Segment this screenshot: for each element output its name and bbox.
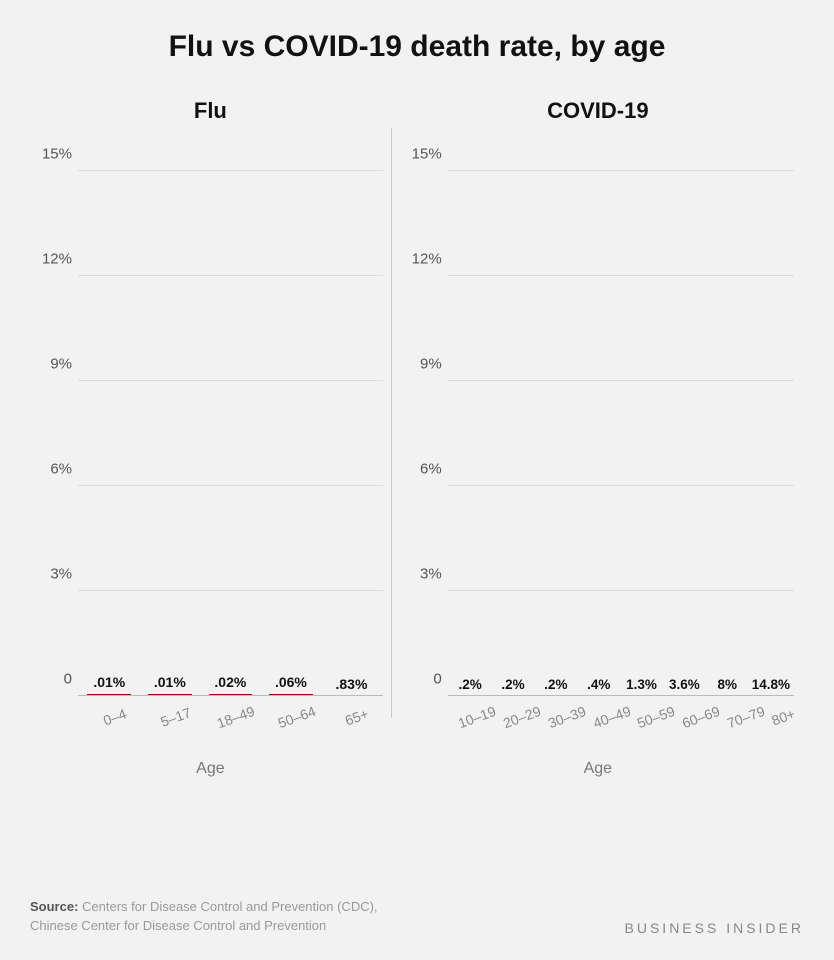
bar-value-label: .2%	[458, 677, 481, 692]
bar-slot: .2%	[452, 677, 489, 696]
x-label-flu: Age	[30, 760, 391, 778]
x-tick-label: 18–49	[205, 693, 264, 734]
bar-slot: .01%	[82, 674, 137, 696]
bar-value-label: .83%	[336, 676, 368, 692]
bar-value-label: .01%	[154, 674, 186, 690]
x-tick-label: 0–4	[84, 693, 143, 734]
y-tick-label: 12%	[30, 251, 72, 268]
footer: Source: Centers for Disease Control and …	[30, 898, 804, 936]
y-tick-label: 9%	[30, 356, 72, 373]
x-tick-label: 70–79	[722, 695, 767, 731]
bar-slot: .06%	[264, 674, 319, 696]
bar-value-label: .02%	[214, 674, 246, 690]
bar-value-label: 1.3%	[626, 677, 657, 692]
brand: BUSINESS INSIDER	[625, 920, 804, 936]
bars-covid: .2% .2% .2% .4% 1.3% 3.6% 8% 14.8%	[448, 136, 794, 696]
x-tick-label: 60–69	[678, 695, 723, 731]
bar-slot: .4%	[580, 677, 617, 696]
panel-covid-title: COVID-19	[392, 98, 804, 124]
bar-slot: .2%	[495, 677, 532, 696]
x-tick-label: 30–39	[543, 695, 588, 731]
panel-covid: COVID-19 0 3% 6% 9% 12% 15% .2% .2% .2% .4% 1.3% 3…	[392, 88, 804, 808]
main-title: Flu vs COVID-19 death rate, by age	[30, 30, 804, 64]
y-tick-label: 0	[392, 671, 442, 688]
x-ticks-covid: 10–1920–2930–3940–4950–5960–6970–7980+	[448, 696, 794, 726]
x-label-covid: Age	[392, 760, 804, 778]
y-tick-label: 15%	[30, 146, 72, 163]
charts-row: Flu 0 3% 6% 9% 12% 15% .01% .01% .02% .06% .83% 0…	[30, 88, 804, 808]
bar-slot: 1.3%	[623, 677, 660, 696]
y-tick-label: 6%	[392, 461, 442, 478]
y-tick-label: 9%	[392, 356, 442, 373]
y-tick-label: 3%	[392, 566, 442, 583]
y-tick-label: 12%	[392, 251, 442, 268]
y-tick-label: 0	[30, 671, 72, 688]
bar-value-label: 14.8%	[752, 677, 790, 692]
x-ticks-flu: 0–45–1718–4950–6465+	[78, 696, 383, 726]
bar-value-label: .06%	[275, 674, 307, 690]
plot-flu: 03%6%9%12%15% .01%.01%.02%.06%.83%	[78, 136, 383, 696]
bar-value-label: 8%	[718, 677, 738, 692]
bar-value-label: .4%	[587, 677, 610, 692]
source-line-2: Chinese Center for Disease Control and P…	[30, 918, 326, 933]
bar-slot: 8%	[709, 677, 746, 696]
bar-value-label: .2%	[501, 677, 524, 692]
x-tick-label: 80+	[767, 698, 798, 729]
x-tick-label: 20–29	[498, 695, 543, 731]
bar-slot: .83%	[324, 676, 379, 696]
y-tick-label: 6%	[30, 461, 72, 478]
chart-container: Flu vs COVID-19 death rate, by age Flu 0…	[0, 0, 834, 960]
panel-flu: Flu 0 3% 6% 9% 12% 15% .01% .01% .02% .06% .83% 0…	[30, 88, 391, 808]
bar-slot: 3.6%	[666, 677, 703, 696]
y-tick-label: 3%	[30, 566, 72, 583]
bar-value-label: .01%	[93, 674, 125, 690]
bar-slot: .01%	[143, 674, 198, 696]
plot-covid: 03%6%9%12%15% .2%.2%.2%.4%1.3%3.6%8%14.8…	[448, 136, 794, 696]
x-tick-label: 5–17	[144, 693, 203, 734]
x-tick-label: 65+	[326, 693, 385, 734]
bar-value-label: .2%	[544, 677, 567, 692]
bar-slot: .02%	[203, 674, 258, 696]
x-tick-label: 10–19	[453, 695, 498, 731]
source-label: Source:	[30, 899, 78, 914]
x-tick-label: 40–49	[588, 695, 633, 731]
x-tick-label: 50–59	[633, 695, 678, 731]
bars-flu: .01% .01% .02% .06% .83%	[78, 136, 383, 696]
y-tick-label: 15%	[392, 146, 442, 163]
bar-slot: .2%	[537, 677, 574, 696]
bar-slot: 14.8%	[752, 677, 790, 696]
source-block: Source: Centers for Disease Control and …	[30, 898, 378, 936]
panel-flu-title: Flu	[30, 98, 391, 124]
bar-value-label: 3.6%	[669, 677, 700, 692]
x-tick-label: 50–64	[265, 693, 324, 734]
source-line-1: Centers for Disease Control and Preventi…	[82, 899, 378, 914]
